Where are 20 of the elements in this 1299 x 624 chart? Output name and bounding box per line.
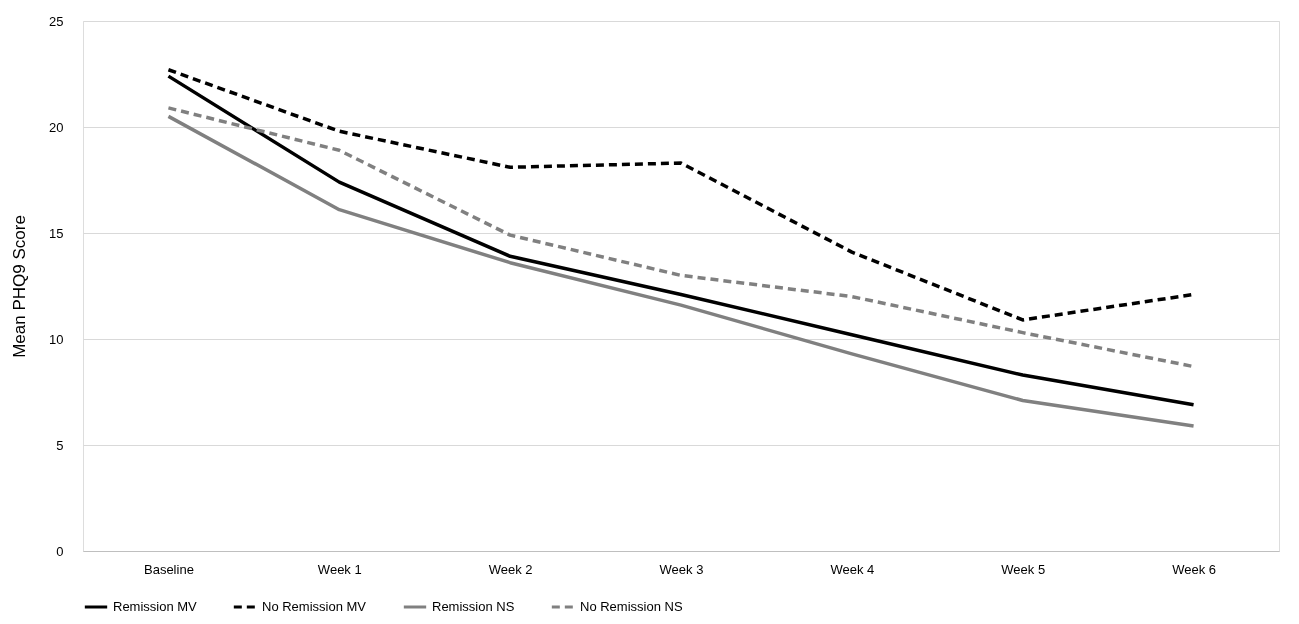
y-tick-label: 10 bbox=[49, 331, 64, 347]
y-tick-label: 5 bbox=[56, 437, 64, 453]
x-tick-label: Week 4 bbox=[830, 561, 875, 577]
legend-label: No Remission NS bbox=[580, 599, 683, 614]
legend-label: Remission MV bbox=[113, 599, 198, 614]
line-series bbox=[166, 74, 1196, 407]
x-tick-label: Week 2 bbox=[488, 561, 533, 577]
y-tick-label: 0 bbox=[56, 543, 64, 559]
x-tick-label: Week 3 bbox=[659, 561, 704, 577]
x-tick-label: Baseline bbox=[143, 561, 194, 577]
x-tick-label: Week 1 bbox=[317, 561, 362, 577]
x-tick-label: Week 5 bbox=[1001, 561, 1046, 577]
y-tick-label: 15 bbox=[49, 225, 64, 241]
y-tick-label: 25 bbox=[49, 13, 64, 29]
y-tick-label: 20 bbox=[49, 119, 64, 135]
x-tick-label: Week 6 bbox=[1172, 561, 1216, 577]
legend-label: Remission NS bbox=[432, 599, 515, 614]
line-series bbox=[166, 114, 1196, 428]
legend-label: No Remission MV bbox=[262, 599, 367, 614]
y-axis-title: Mean PHQ9 Score bbox=[10, 215, 30, 358]
